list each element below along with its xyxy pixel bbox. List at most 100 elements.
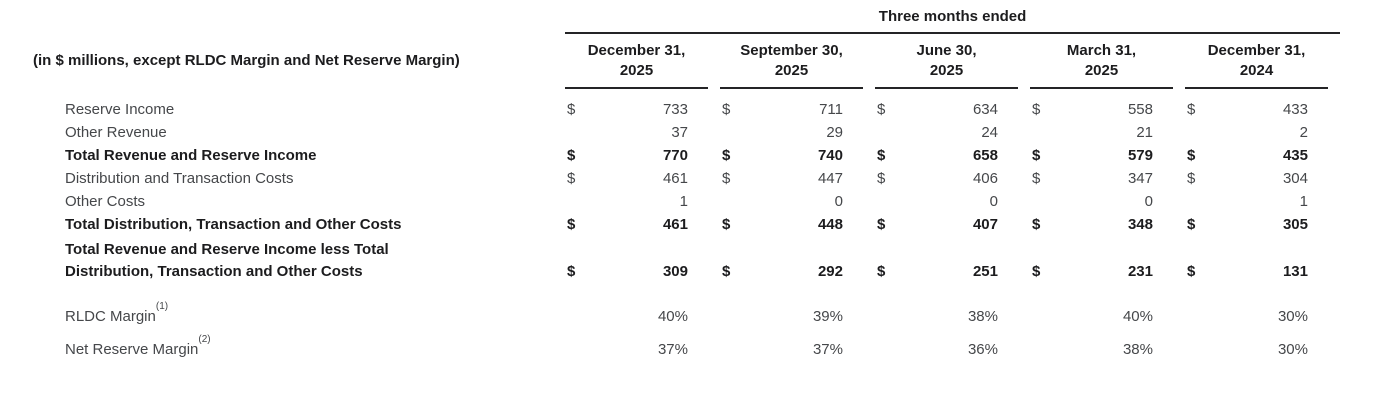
dollar-sign-cell: $ — [722, 147, 731, 164]
value-cell: 0 — [1144, 193, 1153, 210]
dollar-sign-cell: $ — [567, 101, 576, 118]
dollar-sign-cell: $ — [1187, 101, 1196, 118]
value-cell: 231 — [1127, 263, 1153, 280]
column-header-year: 2025 — [929, 62, 964, 79]
dollar-sign-cell — [875, 190, 903, 213]
value-cell: 251 — [972, 263, 998, 280]
column-gap — [1018, 213, 1030, 236]
value-cell: 658 — [972, 147, 998, 164]
dollar-sign-cell — [1185, 283, 1213, 328]
value-cell: 407 — [972, 216, 998, 233]
column-gap — [863, 213, 875, 236]
column-header-3: June 30, 2025 — [875, 33, 1018, 89]
dollar-sign-cell: $ — [1187, 170, 1196, 187]
dollar-sign-cell: $ — [877, 170, 886, 187]
column-gap — [1173, 167, 1185, 190]
column-gap — [1173, 283, 1185, 328]
dollar-sign-cell — [1185, 121, 1213, 144]
dollar-sign-cell: $ — [722, 170, 731, 187]
column-gap — [708, 236, 720, 283]
column-gap — [708, 88, 720, 121]
value-cell: 461 — [662, 170, 688, 187]
column-gap — [1173, 190, 1185, 213]
column-gap — [863, 236, 875, 283]
row-label: Reserve Income — [65, 100, 175, 118]
column-gap — [1018, 167, 1030, 190]
value-cell: 348 — [1127, 216, 1153, 233]
table-row: Other Costs 1 0 0 0 1 — [25, 190, 1340, 213]
dollar-sign-cell — [875, 283, 903, 328]
table-row: Reserve Income $733 $711 $634 $558 $433 — [25, 88, 1340, 121]
column-gap — [708, 144, 720, 167]
column-gap — [708, 167, 720, 190]
value-cell: 37% — [812, 341, 843, 358]
column-gap — [708, 33, 720, 88]
table-row: Total Distribution, Transaction and Othe… — [25, 213, 1340, 236]
column-gap — [1328, 144, 1340, 167]
dollar-sign-cell: $ — [567, 263, 576, 280]
value-cell: 347 — [1127, 170, 1153, 187]
row-label: RLDC Margin(1) — [65, 301, 169, 326]
dollar-sign-cell: $ — [877, 216, 886, 233]
row-label: Total Revenue and Reserve Income — [65, 147, 317, 164]
column-gap — [863, 121, 875, 144]
dollar-sign-cell — [1030, 283, 1058, 328]
value-cell: 38% — [1122, 341, 1153, 358]
dollar-sign-cell: $ — [1032, 147, 1041, 164]
column-header-row: (in $ millions, except RLDC Margin and N… — [25, 33, 1340, 89]
column-gap — [1018, 236, 1030, 283]
column-header-year: 2025 — [1084, 62, 1119, 79]
value-cell: 36% — [967, 341, 998, 358]
dollar-sign-cell: $ — [877, 101, 886, 118]
dollar-sign-cell: $ — [1032, 263, 1041, 280]
dollar-sign-cell — [1030, 328, 1058, 361]
column-gap — [708, 328, 720, 361]
column-gap — [863, 283, 875, 328]
table-row: Total Revenue and Reserve Income $770 $740… — [25, 144, 1340, 167]
column-gap — [708, 190, 720, 213]
row-label: Total Distribution, Transaction and Othe… — [65, 216, 402, 233]
dollar-sign-cell: $ — [1187, 147, 1196, 164]
column-gap — [1173, 88, 1185, 121]
value-cell: 740 — [817, 147, 843, 164]
value-cell: 40% — [657, 308, 688, 325]
dollar-sign-cell — [1030, 190, 1058, 213]
column-gap — [863, 190, 875, 213]
column-gap — [863, 328, 875, 361]
value-cell: 21 — [1136, 124, 1153, 141]
column-gap — [1328, 33, 1340, 88]
dollar-sign-cell: $ — [567, 147, 576, 164]
value-cell: 304 — [1282, 170, 1308, 187]
column-gap — [1018, 88, 1030, 121]
value-cell: 292 — [817, 263, 843, 280]
column-gap — [1173, 236, 1185, 283]
column-gap — [1328, 213, 1340, 236]
dollar-sign-cell: $ — [567, 170, 576, 187]
value-cell: 435 — [1282, 147, 1308, 164]
column-header-1: December 31, 2025 — [565, 33, 708, 89]
value-cell: 309 — [662, 263, 688, 280]
dollar-sign-cell: $ — [567, 216, 576, 233]
value-cell: 406 — [972, 170, 998, 187]
column-gap — [1173, 33, 1185, 88]
dollar-sign-cell: $ — [1032, 216, 1041, 233]
row-label: Total Revenue and Reserve Income less To… — [65, 241, 389, 280]
column-gap — [1018, 33, 1030, 88]
table-row: Net Reserve Margin(2) 37% 37% 36% 38% 30% — [25, 328, 1340, 361]
dollar-sign-cell — [875, 121, 903, 144]
dollar-sign-cell — [565, 190, 593, 213]
dollar-sign-cell: $ — [1187, 263, 1196, 280]
value-cell: 24 — [981, 124, 998, 141]
dollar-sign-cell: $ — [877, 147, 886, 164]
dollar-sign-cell: $ — [722, 263, 731, 280]
table-body: Reserve Income $733 $711 $634 $558 $433 Other … — [25, 88, 1340, 361]
column-gap — [863, 88, 875, 121]
column-gap — [1018, 121, 1030, 144]
column-header-year: 2025 — [619, 62, 654, 79]
row-label: Other Costs — [65, 193, 146, 210]
value-cell: 1 — [1299, 193, 1308, 210]
dollar-sign-cell — [1030, 121, 1058, 144]
dollar-sign-cell — [720, 190, 748, 213]
value-cell: 40% — [1122, 308, 1153, 325]
